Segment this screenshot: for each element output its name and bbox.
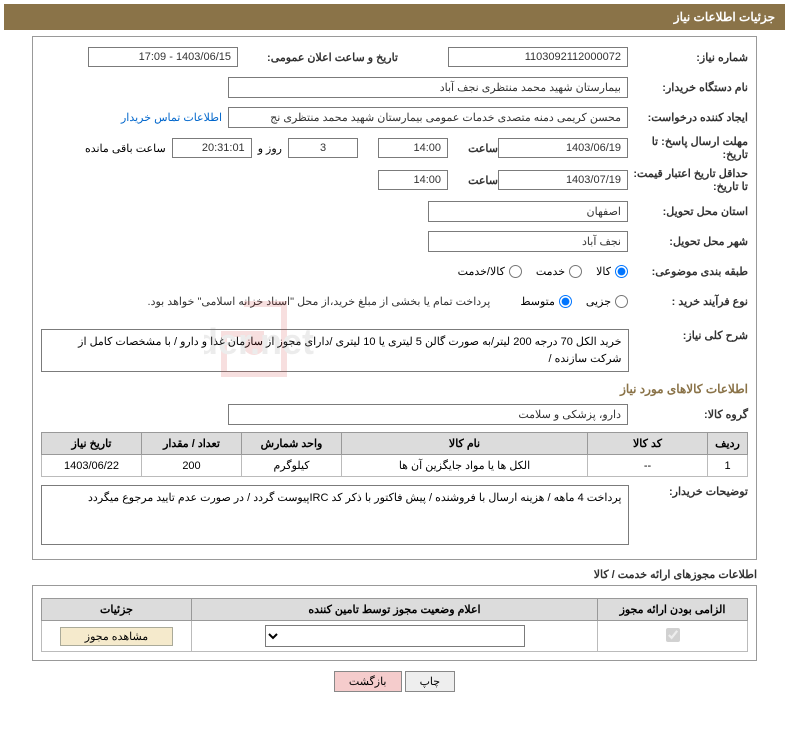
mandatory-checkbox	[666, 628, 680, 642]
th-date: تاریخ نیاز	[42, 433, 142, 455]
announce-datetime-label: تاریخ و ساعت اعلان عمومی:	[238, 51, 398, 64]
cat-goods-radio[interactable]	[615, 265, 628, 278]
cat-service-radio[interactable]	[569, 265, 582, 278]
reply-time-label: ساعت	[448, 142, 498, 155]
proc-partial-radio[interactable]	[615, 295, 628, 308]
goods-group-field: دارو، پزشکی و سلامت	[228, 404, 628, 425]
province-label: استان محل تحویل:	[628, 205, 748, 218]
th-code: کد کالا	[588, 433, 708, 455]
back-button[interactable]: بازگشت	[334, 671, 402, 692]
need-desc-label: شرح کلی نیاز:	[629, 329, 749, 342]
th-mandatory: الزامی بودن ارائه مجوز	[598, 599, 748, 621]
td-status	[192, 621, 598, 652]
cat-service-option[interactable]: خدمت	[536, 265, 582, 278]
view-license-button[interactable]: مشاهده مجوز	[60, 627, 173, 646]
valid-deadline-label: حداقل تاریخ اعتبار قیمت: تا تاریخ:	[628, 167, 748, 193]
need-no-label: شماره نیاز:	[628, 51, 748, 64]
buyer-notes-field: پرداخت 4 ماهه / هزینه ارسال با فروشنده /…	[41, 485, 629, 545]
process-radio-group: جزیی متوسط	[520, 295, 628, 308]
reply-deadline-label: مهلت ارسال پاسخ: تا تاریخ:	[628, 135, 748, 161]
process-type-label: نوع فرآیند خرید :	[628, 295, 748, 308]
goods-table: ردیف کد کالا نام کالا واحد شمارش تعداد /…	[41, 432, 748, 477]
cat-service-text: خدمت	[536, 265, 565, 278]
td-unit: کیلوگرم	[242, 455, 342, 477]
category-radio-group: کالا خدمت کالا/خدمت	[458, 265, 628, 278]
countdown-field: 20:31:01	[172, 138, 252, 158]
td-name: الکل ها یا مواد جایگزین آن ها	[342, 455, 588, 477]
footer-buttons: چاپ بازگشت	[4, 671, 785, 692]
th-row: ردیف	[708, 433, 748, 455]
status-select[interactable]	[265, 625, 525, 647]
valid-date-field: 1403/07/19	[498, 170, 628, 190]
valid-time-field: 14:00	[378, 170, 448, 190]
buyer-org-label: نام دستگاه خریدار:	[628, 81, 748, 94]
announce-datetime-field: 1403/06/15 - 17:09	[88, 47, 238, 67]
need-no-field: 1103092112000072	[448, 47, 628, 67]
td-row: 1	[708, 455, 748, 477]
td-qty: 200	[142, 455, 242, 477]
buyer-contact-link[interactable]: اطلاعات تماس خریدار	[121, 111, 222, 124]
buyer-org-field: بیمارستان شهید محمد منتظری نجف آباد	[228, 77, 628, 98]
remain-suffix: ساعت باقی مانده	[85, 142, 172, 155]
proc-medium-option[interactable]: متوسط	[520, 295, 572, 308]
city-label: شهر محل تحویل:	[628, 235, 748, 248]
panel-header: جزئیات اطلاعات نیاز	[4, 4, 785, 30]
reply-date-field: 1403/06/19	[498, 138, 628, 158]
buyer-notes-label: توضیحات خریدار:	[629, 485, 749, 498]
th-details: جزئیات	[42, 599, 192, 621]
main-section: شماره نیاز: 1103092112000072 تاریخ و ساع…	[32, 36, 757, 560]
cat-both-text: کالا/خدمت	[458, 265, 505, 278]
days-suffix: روز و	[252, 142, 288, 155]
valid-time-label: ساعت	[448, 174, 498, 187]
license-section-title: اطلاعات مجوزهای ارائه خدمت / کالا	[32, 568, 757, 581]
td-mandatory	[598, 621, 748, 652]
proc-medium-text: متوسط	[520, 295, 555, 308]
province-field: اصفهان	[428, 201, 628, 222]
payment-note: پرداخت تمام یا بخشی از مبلغ خرید،از محل …	[148, 295, 521, 308]
license-table: الزامی بودن ارائه مجوز اعلام وضعیت مجوز …	[41, 598, 748, 652]
td-code: --	[588, 455, 708, 477]
td-details: مشاهده مجوز	[42, 621, 192, 652]
th-qty: تعداد / مقدار	[142, 433, 242, 455]
cat-goods-text: کالا	[596, 265, 611, 278]
proc-partial-text: جزیی	[586, 295, 611, 308]
td-date: 1403/06/22	[42, 455, 142, 477]
license-row: مشاهده مجوز	[42, 621, 748, 652]
days-remain-field: 3	[288, 138, 358, 158]
goods-info-title: اطلاعات کالاهای مورد نیاز	[41, 382, 748, 396]
proc-partial-option[interactable]: جزیی	[586, 295, 628, 308]
requester-label: ایجاد کننده درخواست:	[628, 111, 748, 124]
cat-goods-option[interactable]: کالا	[596, 265, 628, 278]
th-name: نام کالا	[342, 433, 588, 455]
goods-group-label: گروه کالا:	[628, 408, 748, 421]
th-status: اعلام وضعیت مجوز توسط تامین کننده	[192, 599, 598, 621]
city-field: نجف آباد	[428, 231, 628, 252]
cat-both-radio[interactable]	[509, 265, 522, 278]
category-label: طبقه بندی موضوعی:	[628, 265, 748, 278]
requester-field: محسن کریمی دمنه متصدی خدمات عمومی بیمارس…	[228, 107, 628, 128]
need-desc-field: خرید الکل 70 درجه 200 لیتر/به صورت گالن …	[41, 329, 629, 372]
print-button[interactable]: چاپ	[405, 671, 456, 692]
proc-medium-radio[interactable]	[559, 295, 572, 308]
th-unit: واحد شمارش	[242, 433, 342, 455]
cat-both-option[interactable]: کالا/خدمت	[458, 265, 522, 278]
table-row: 1 -- الکل ها یا مواد جایگزین آن ها کیلوگ…	[42, 455, 748, 477]
reply-time-field: 14:00	[378, 138, 448, 158]
license-section: الزامی بودن ارائه مجوز اعلام وضعیت مجوز …	[32, 585, 757, 661]
